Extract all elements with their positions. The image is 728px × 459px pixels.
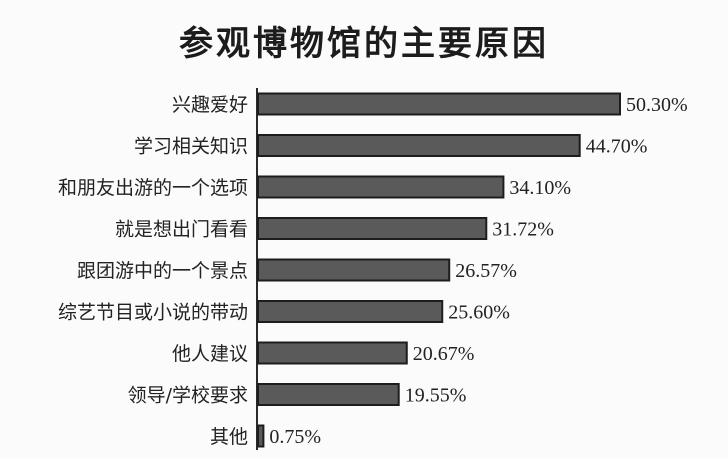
value-label: 50.30% xyxy=(626,94,688,116)
value-label: 34.10% xyxy=(509,177,571,199)
category-label: 兴趣爱好 xyxy=(172,94,248,116)
bar xyxy=(257,134,581,157)
bars-layer: 兴趣爱好 50.30% 学习相关知识 44.70% 和朋友出游的一个选项 34.10% 就是… xyxy=(58,92,688,448)
category-label: 综艺节目或小说的带动 xyxy=(58,302,248,324)
category-label: 领导/学校要求 xyxy=(128,385,248,407)
value-label: 25.60% xyxy=(448,302,510,324)
value-label: 19.55% xyxy=(405,385,467,407)
bar xyxy=(257,383,400,406)
category-label: 和朋友出游的一个选项 xyxy=(58,177,248,199)
value-label: 26.57% xyxy=(455,260,517,282)
bar xyxy=(257,424,265,448)
category-label: 跟团游中的一个景点 xyxy=(77,260,248,282)
bar xyxy=(257,175,505,199)
bar xyxy=(257,217,488,240)
category-label: 就是想出门看看 xyxy=(115,219,248,241)
bar xyxy=(257,300,444,323)
category-label: 学习相关知识 xyxy=(134,136,248,158)
bar xyxy=(257,341,408,365)
bar xyxy=(257,258,451,282)
value-label: 31.72% xyxy=(492,219,554,241)
category-label: 他人建议 xyxy=(172,343,248,365)
chart-title: 参观博物馆的主要原因 xyxy=(179,24,549,64)
value-label: 0.75% xyxy=(269,426,321,448)
category-label: 其他 xyxy=(210,426,248,448)
value-label: 44.70% xyxy=(586,136,648,158)
bar xyxy=(257,92,621,116)
value-label: 20.67% xyxy=(413,343,475,365)
